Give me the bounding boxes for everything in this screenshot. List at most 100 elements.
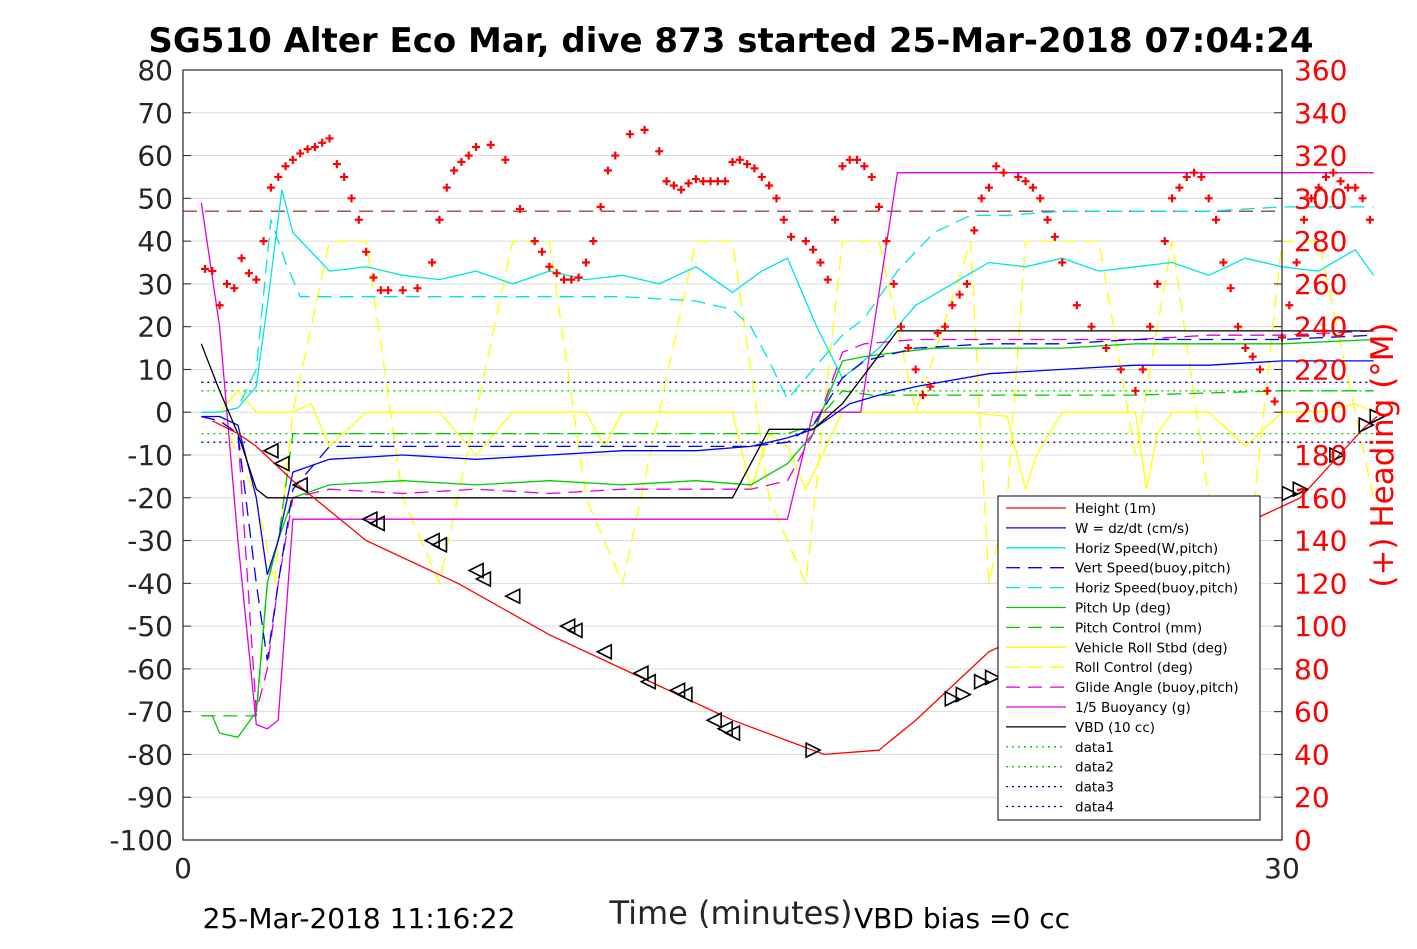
heading-point (984, 183, 993, 192)
heading-point (589, 237, 598, 246)
heading-point (538, 247, 547, 256)
legend-label: VBD (10 cc) (1075, 720, 1155, 736)
y-tick-label: 10 (137, 353, 173, 386)
descent-marker (430, 536, 448, 554)
heading-point (743, 160, 752, 169)
heading-point (1168, 194, 1177, 203)
heading-point (369, 273, 378, 282)
heading-point (911, 365, 920, 374)
ascent-marker (973, 673, 991, 691)
heading-point (1138, 365, 1147, 374)
heading-point (1116, 365, 1125, 374)
heading-point (1182, 172, 1191, 181)
x-axis-label: Time (minutes) (609, 894, 853, 932)
descent-marker (291, 476, 309, 494)
heading-point (1248, 352, 1257, 361)
heading-point (625, 130, 634, 139)
ascent-marker (944, 690, 962, 708)
heading-point (1358, 194, 1367, 203)
descent-marker (262, 442, 279, 460)
heading-point (1241, 344, 1250, 353)
heading-point (823, 275, 832, 284)
heading-point (574, 273, 583, 282)
y-tick-label: -40 (127, 567, 173, 600)
descent-marker (639, 673, 657, 691)
heading-point (362, 247, 371, 256)
heading-point (464, 151, 473, 160)
legend-label: Horiz Speed(W,pitch) (1075, 541, 1218, 557)
y2-tick-label: 360 (1294, 54, 1347, 87)
heading-point (787, 232, 796, 241)
heading-point (530, 237, 539, 246)
heading-point (640, 125, 649, 134)
series-pitch-up-line (201, 338, 1374, 739)
heading-point (999, 168, 1008, 177)
y-tick-label: 0 (155, 396, 173, 429)
heading-point (801, 237, 810, 246)
descent-marker (474, 570, 492, 588)
heading-point (567, 275, 576, 284)
heading-point (296, 149, 305, 158)
heading-point (897, 322, 906, 331)
heading-point (1351, 183, 1360, 192)
descent-marker (273, 455, 290, 472)
heading-point (340, 172, 349, 181)
heading-point (882, 237, 891, 246)
heading-point (918, 391, 927, 400)
heading-point (516, 205, 525, 214)
y2-tick-label: 320 (1294, 140, 1347, 173)
y2-tick-label: 180 (1294, 439, 1347, 472)
heading-point (1234, 322, 1243, 331)
y-tick-label: 60 (137, 140, 173, 173)
heading-point (384, 286, 393, 295)
heading-point (259, 237, 268, 246)
y2-tick-label: 20 (1294, 781, 1330, 814)
heading-point (677, 185, 686, 194)
right-axis-label: (+) Heading (°M) (1365, 322, 1401, 587)
legend-label: Roll Control (deg) (1075, 660, 1193, 676)
heading-point (772, 194, 781, 203)
y2-tick-label: 140 (1294, 525, 1347, 558)
descent-marker (467, 562, 484, 579)
heading-point (1307, 194, 1316, 203)
heading-point (948, 301, 957, 310)
y-tick-label: -90 (127, 781, 173, 814)
heading-point (750, 164, 759, 173)
heading-point (1036, 194, 1045, 203)
heading-point (215, 301, 224, 310)
y-tick-label: -80 (127, 738, 173, 771)
x-tick-label: 0 (174, 852, 192, 885)
heading-point (933, 329, 942, 338)
series-buoyancy-line (200, 172, 1374, 730)
y-tick-label: 80 (137, 54, 173, 87)
heading-point (281, 162, 290, 171)
heading-point (1050, 232, 1059, 241)
y-tick-label: -30 (127, 525, 173, 558)
heading-point (1256, 365, 1265, 374)
y-tick-label: -50 (127, 610, 173, 643)
heading-point (962, 279, 971, 288)
series-vert-speed-buoy-line (201, 334, 1374, 661)
heading-point (603, 166, 612, 175)
heading-point (266, 183, 275, 192)
heading-point (1219, 258, 1228, 267)
y2-tick-label: 280 (1294, 225, 1347, 258)
heading-point (940, 322, 949, 331)
heading-point (1343, 183, 1352, 192)
y2-tick-label: 260 (1294, 268, 1347, 301)
heading-point (545, 262, 554, 271)
descent-marker (361, 510, 378, 528)
y2-tick-label: 340 (1294, 97, 1347, 130)
timestamp-footer: 25-Mar-2018 11:16:22 (203, 902, 516, 935)
ascent-marker (1329, 446, 1346, 464)
y-tick-label: 20 (137, 311, 173, 344)
heading-point (699, 177, 708, 186)
heading-point (208, 267, 217, 276)
heading-point (200, 264, 209, 273)
ascent-marker (1369, 408, 1387, 425)
series-horiz-speed-w-line (201, 189, 1375, 413)
legend-label: Glide Angle (buoy,pitch) (1075, 680, 1239, 696)
heading-point (274, 172, 283, 181)
legend-label: Pitch Control (mm) (1075, 620, 1202, 636)
heading-point (655, 147, 664, 156)
